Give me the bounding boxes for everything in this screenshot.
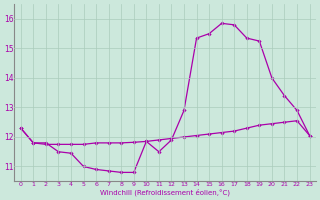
X-axis label: Windchill (Refroidissement éolien,°C): Windchill (Refroidissement éolien,°C) [100, 188, 230, 196]
